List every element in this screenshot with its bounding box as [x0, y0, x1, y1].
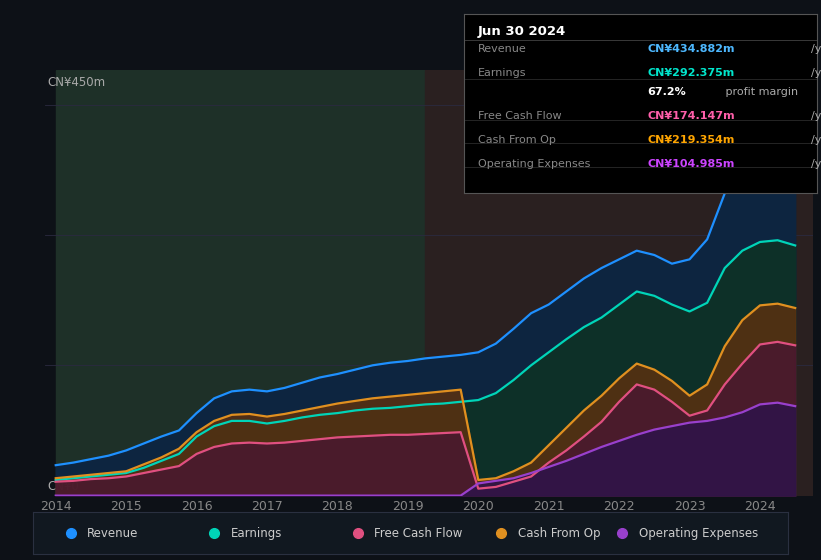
- Text: Earnings: Earnings: [478, 68, 526, 78]
- Bar: [425, 70, 813, 496]
- Text: CN¥174.147m: CN¥174.147m: [648, 111, 735, 121]
- Text: CN¥0: CN¥0: [48, 480, 79, 493]
- Text: CN¥104.985m: CN¥104.985m: [648, 159, 735, 169]
- Text: Cash From Op: Cash From Op: [478, 135, 556, 145]
- Text: Earnings: Earnings: [231, 527, 282, 540]
- Text: 67.2%: 67.2%: [648, 87, 686, 97]
- Text: Operating Expenses: Operating Expenses: [478, 159, 590, 169]
- Text: Free Cash Flow: Free Cash Flow: [374, 527, 462, 540]
- Text: /yr: /yr: [810, 135, 821, 145]
- Bar: [56, 70, 425, 496]
- Text: Cash From Op: Cash From Op: [518, 527, 600, 540]
- Text: /yr: /yr: [810, 111, 821, 121]
- Text: Jun 30 2024: Jun 30 2024: [478, 25, 566, 38]
- Text: CN¥219.354m: CN¥219.354m: [648, 135, 735, 145]
- Text: Revenue: Revenue: [87, 527, 139, 540]
- Text: /yr: /yr: [810, 44, 821, 54]
- Text: /yr: /yr: [810, 68, 821, 78]
- Text: Revenue: Revenue: [478, 44, 527, 54]
- Text: CN¥292.375m: CN¥292.375m: [648, 68, 735, 78]
- Text: CN¥434.882m: CN¥434.882m: [648, 44, 735, 54]
- Text: Free Cash Flow: Free Cash Flow: [478, 111, 562, 121]
- Text: /yr: /yr: [810, 159, 821, 169]
- Text: Operating Expenses: Operating Expenses: [639, 527, 758, 540]
- Text: CN¥450m: CN¥450m: [48, 76, 106, 90]
- Text: profit margin: profit margin: [722, 87, 798, 97]
